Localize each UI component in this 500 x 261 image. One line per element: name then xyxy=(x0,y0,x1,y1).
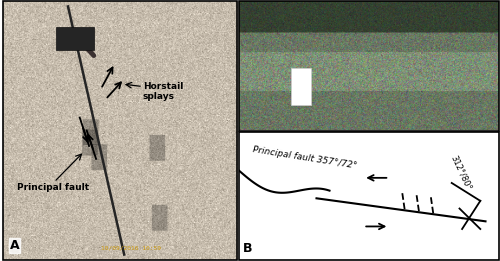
Text: Horstail
splays: Horstail splays xyxy=(143,82,184,102)
Text: A: A xyxy=(10,239,19,252)
Text: 312°/80°: 312°/80° xyxy=(449,154,473,192)
Text: B: B xyxy=(242,242,252,255)
Text: Principal fault 357°/72°: Principal fault 357°/72° xyxy=(252,145,357,170)
Text: Principal fault: Principal fault xyxy=(16,183,88,192)
Text: 10/09/2016 10:59: 10/09/2016 10:59 xyxy=(101,246,161,251)
Bar xyxy=(290,68,312,105)
FancyBboxPatch shape xyxy=(56,27,94,50)
